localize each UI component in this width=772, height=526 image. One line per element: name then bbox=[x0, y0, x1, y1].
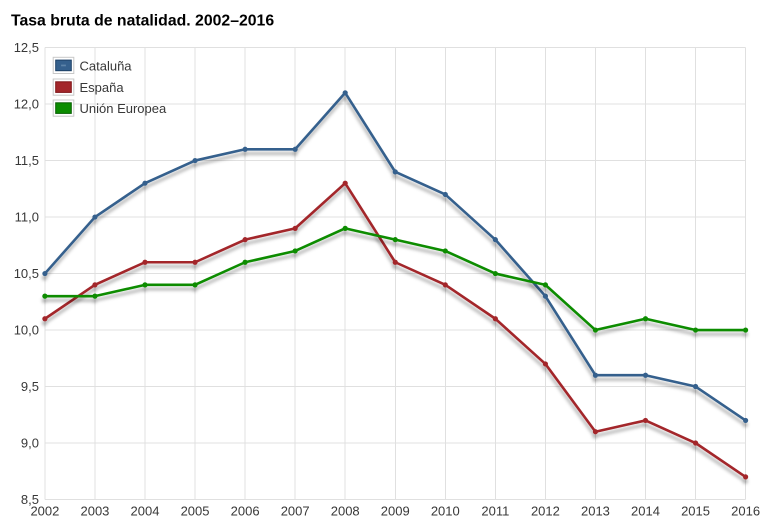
svg-text:España: España bbox=[80, 80, 125, 95]
svg-text:10,0: 10,0 bbox=[14, 323, 39, 338]
svg-text:2004: 2004 bbox=[131, 504, 160, 519]
svg-text:Cataluña: Cataluña bbox=[80, 58, 133, 73]
svg-text:9,0: 9,0 bbox=[21, 436, 39, 451]
svg-text:Tasa bruta de natalidad. 2002–: Tasa bruta de natalidad. 2002–2016 bbox=[11, 13, 274, 30]
svg-text:2009: 2009 bbox=[381, 504, 410, 519]
svg-text:Unión Europea: Unión Europea bbox=[80, 101, 167, 116]
svg-text:2015: 2015 bbox=[681, 504, 710, 519]
svg-text:8,5: 8,5 bbox=[21, 492, 39, 507]
svg-text:9,5: 9,5 bbox=[21, 379, 39, 394]
svg-text:2012: 2012 bbox=[531, 504, 560, 519]
svg-text:2002: 2002 bbox=[30, 504, 59, 519]
svg-text:2007: 2007 bbox=[281, 504, 310, 519]
svg-text:2006: 2006 bbox=[231, 504, 260, 519]
svg-text:2011: 2011 bbox=[481, 504, 509, 519]
svg-text:2016: 2016 bbox=[731, 504, 760, 519]
svg-text:2013: 2013 bbox=[581, 504, 610, 519]
svg-text:2008: 2008 bbox=[331, 504, 360, 519]
svg-text:11,5: 11,5 bbox=[15, 153, 39, 168]
svg-text:2014: 2014 bbox=[631, 504, 660, 519]
svg-text:2003: 2003 bbox=[80, 504, 109, 519]
svg-text:12,0: 12,0 bbox=[14, 97, 39, 112]
svg-text:2005: 2005 bbox=[181, 504, 210, 519]
svg-text:10,5: 10,5 bbox=[14, 266, 39, 281]
svg-text:2010: 2010 bbox=[431, 504, 460, 519]
svg-text:11,0: 11,0 bbox=[15, 210, 39, 225]
svg-text:12,5: 12,5 bbox=[14, 40, 39, 55]
